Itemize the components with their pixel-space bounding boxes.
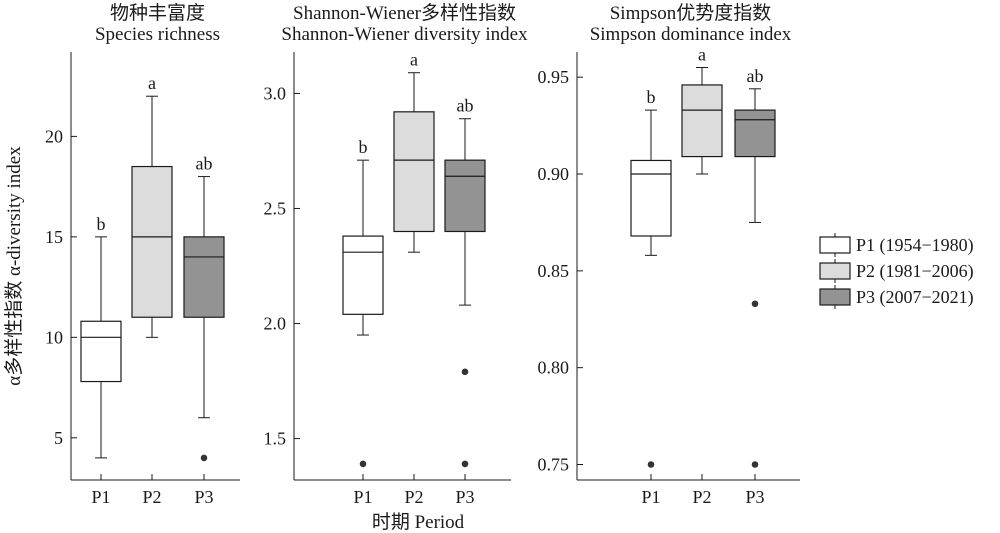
- significance-letter: b: [359, 137, 368, 157]
- y-tick-label: 20: [45, 126, 63, 146]
- outlier-point: [751, 461, 759, 468]
- y-tick-label: 10: [45, 327, 63, 347]
- legend-swatch: [819, 288, 851, 306]
- significance-letter: ab: [457, 96, 474, 116]
- panel-subtitle: Simpson dominance index: [590, 24, 792, 45]
- iqr-box: [342, 235, 384, 315]
- x-tick-label: P2: [404, 487, 423, 507]
- panel-subtitle: Species richness: [95, 24, 220, 45]
- box-P1: [342, 159, 384, 468]
- box-P1: [80, 236, 122, 459]
- y-axis-title: α多样性指数 α-diversity index: [3, 146, 25, 386]
- x-tick-label: P1: [353, 487, 372, 507]
- legend-swatch: [819, 262, 851, 280]
- legend-item: [819, 233, 851, 257]
- significance-letter: ab: [196, 154, 213, 174]
- box-P2: [393, 72, 435, 253]
- y-tick-label: 0.75: [538, 455, 570, 475]
- iqr-box: [393, 111, 435, 233]
- legend-swatch: [819, 236, 851, 254]
- x-tick-label: P1: [91, 487, 110, 507]
- significance-letter: a: [698, 44, 706, 64]
- box-P2: [131, 95, 173, 338]
- iqr-box: [444, 159, 486, 233]
- legend-item: [819, 259, 851, 283]
- outlier-point: [461, 368, 469, 376]
- y-tick-label: 2.5: [264, 198, 287, 218]
- x-tick-label: P3: [745, 487, 764, 507]
- iqr-box: [630, 159, 672, 237]
- outlier-point: [461, 460, 469, 468]
- significance-letter: a: [410, 50, 418, 70]
- outlier-point: [751, 300, 759, 308]
- x-tick-label: P2: [142, 487, 161, 507]
- y-tick-label: 2.0: [264, 314, 287, 334]
- panel-subtitle: Shannon-Wiener diversity index: [281, 24, 528, 45]
- x-tick-label: P2: [692, 487, 711, 507]
- y-tick-label: 0.80: [538, 358, 570, 378]
- significance-letter: ab: [747, 66, 764, 86]
- box-P3: [183, 176, 225, 462]
- box-P1: [630, 109, 672, 468]
- iqr-box: [80, 320, 122, 383]
- y-tick-label: 5: [54, 428, 63, 448]
- significance-letter: b: [647, 87, 656, 107]
- iqr-box: [183, 236, 225, 318]
- iqr-box: [131, 165, 173, 318]
- box-P3: [444, 118, 486, 468]
- y-tick-label: 3.0: [264, 83, 287, 103]
- outlier-point: [359, 460, 367, 468]
- y-tick-label: 15: [45, 227, 63, 247]
- panel-title: 物种丰富度: [110, 2, 205, 24]
- significance-letter: b: [97, 214, 106, 234]
- iqr-box: [681, 84, 723, 158]
- significance-letter: a: [148, 73, 156, 93]
- x-axis-title: 时期 Period: [372, 511, 465, 533]
- iqr-box: [734, 109, 776, 158]
- x-tick-label: P1: [641, 487, 660, 507]
- outlier-point: [647, 461, 655, 468]
- y-tick-label: 1.5: [264, 429, 287, 449]
- y-tick-label: 0.85: [538, 261, 570, 281]
- y-tick-label: 0.90: [538, 164, 570, 184]
- legend-label: P1 (1954−1980): [856, 235, 974, 256]
- outlier-point: [200, 454, 208, 462]
- legend-label: P2 (1981−2006): [856, 261, 974, 282]
- panel-title: Shannon-Wiener多样性指数: [293, 2, 516, 24]
- box-P3: [734, 88, 776, 468]
- x-tick-label: P3: [455, 487, 474, 507]
- x-tick-label: P3: [194, 487, 213, 507]
- panel-title: Simpson优势度指数: [610, 2, 772, 24]
- legend-label: P3 (2007−2021): [856, 287, 974, 308]
- box-P2: [681, 66, 723, 175]
- y-tick-label: 0.95: [538, 67, 570, 87]
- legend-item: [819, 285, 851, 309]
